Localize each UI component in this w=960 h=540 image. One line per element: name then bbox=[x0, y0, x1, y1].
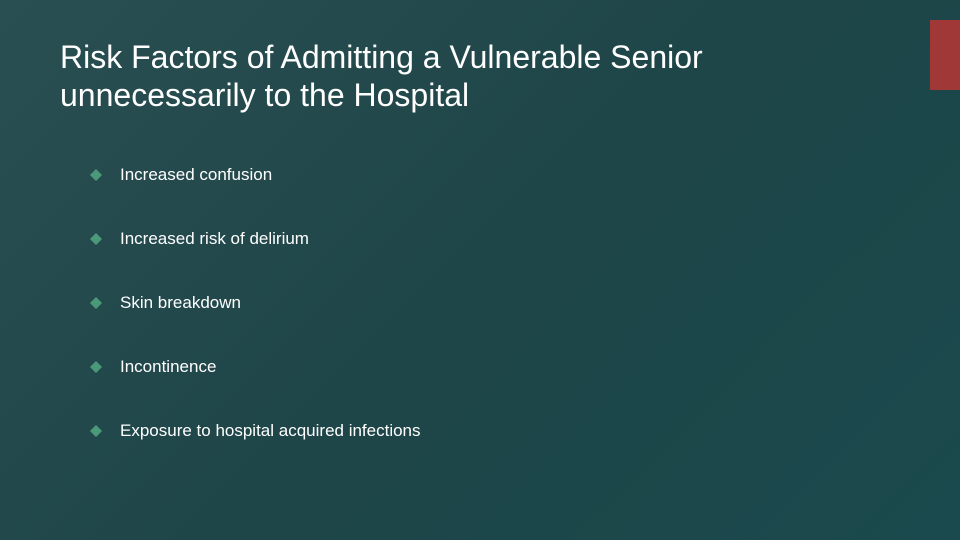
accent-bar bbox=[930, 20, 960, 90]
bullet-text: Exposure to hospital acquired infections bbox=[120, 421, 421, 441]
diamond-icon bbox=[90, 297, 102, 309]
list-item: Skin breakdown bbox=[90, 293, 900, 313]
slide-title: Risk Factors of Admitting a Vulnerable S… bbox=[60, 38, 900, 115]
list-item: Exposure to hospital acquired infections bbox=[90, 421, 900, 441]
list-item: Incontinence bbox=[90, 357, 900, 377]
bullet-list: Increased confusion Increased risk of de… bbox=[60, 165, 900, 441]
bullet-text: Increased risk of delirium bbox=[120, 229, 309, 249]
list-item: Increased risk of delirium bbox=[90, 229, 900, 249]
bullet-text: Skin breakdown bbox=[120, 293, 241, 313]
list-item: Increased confusion bbox=[90, 165, 900, 185]
diamond-icon bbox=[90, 233, 102, 245]
diamond-icon bbox=[90, 425, 102, 437]
bullet-text: Increased confusion bbox=[120, 165, 272, 185]
diamond-icon bbox=[90, 361, 102, 373]
bullet-text: Incontinence bbox=[120, 357, 216, 377]
slide-content: Risk Factors of Admitting a Vulnerable S… bbox=[0, 0, 960, 441]
diamond-icon bbox=[90, 169, 102, 181]
